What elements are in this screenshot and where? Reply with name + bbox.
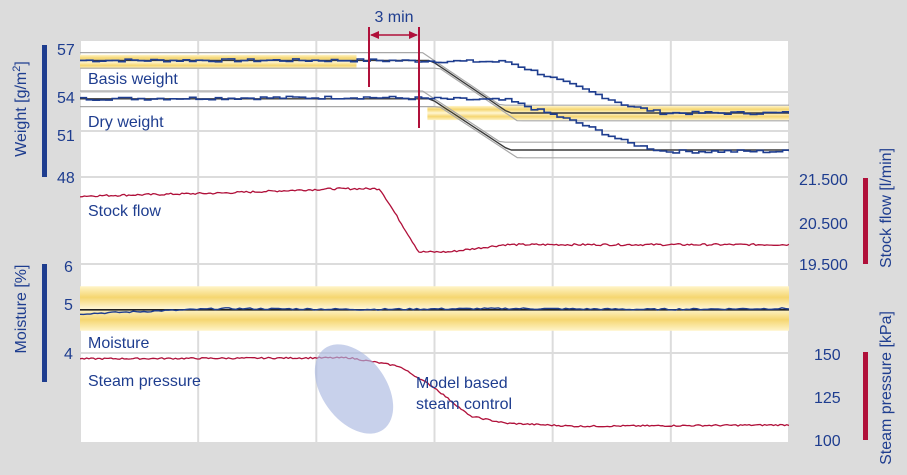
model-steam-control-label: Model based steam control [416,375,512,413]
basis-weight-line [80,58,789,116]
moisture-tick-label: 4 [64,346,73,363]
moisture-axis-title: Moisture [%] [13,265,30,354]
steam-tick-label: 150 [814,347,841,364]
stock-flow-axis-title: Stock flow [l/min] [878,148,895,268]
annotation-arrowhead-left [370,31,379,39]
moisture-tick-label: 6 [64,259,73,276]
steam-tick-label: 100 [814,433,841,450]
envelope-line [80,106,789,159]
stock-flow-tick-label: 19.500 [799,257,848,274]
basis-weight-label: Basis weight [88,71,178,88]
data-lines [80,52,789,428]
weight-tick-label: 54 [57,90,75,107]
target-bands [80,54,789,331]
steam-tick-label: 125 [814,390,841,407]
moisture-tick-label: 5 [64,297,73,314]
weight-tick-label: 57 [57,42,75,59]
steam-pressure-line [80,356,789,428]
dry-weight-label: Dry weight [88,114,164,131]
stock-flow-label: Stock flow [88,203,161,220]
weight-tick-label: 48 [57,170,75,187]
stock-flow-tick-label: 20.500 [799,216,848,233]
envelope-line [80,67,789,122]
stock-flow-line [80,187,789,254]
stock-flow-tick-label: 21.500 [799,172,848,189]
steam-pressure-axis-title: Steam pressure [kPa] [878,311,895,465]
moisture-axis-bar [42,264,47,382]
stock-flow-axis-bar [863,178,868,264]
weight-tick-label: 51 [57,128,75,145]
steam-pressure-label: Steam pressure [88,373,201,390]
weight-axis-title: Weight [g/m2] [11,61,30,157]
annotation-arrowhead-right [409,31,418,39]
steam-axis-bar [863,352,868,440]
dry-weight-line [80,95,789,154]
moisture-label: Moisture [88,335,149,352]
steam-control-ellipse [314,344,394,434]
moisture-line [80,307,789,316]
weight-axis-bar [42,45,47,177]
grid-lines [79,41,790,442]
annotation-label: 3 min [374,9,413,26]
